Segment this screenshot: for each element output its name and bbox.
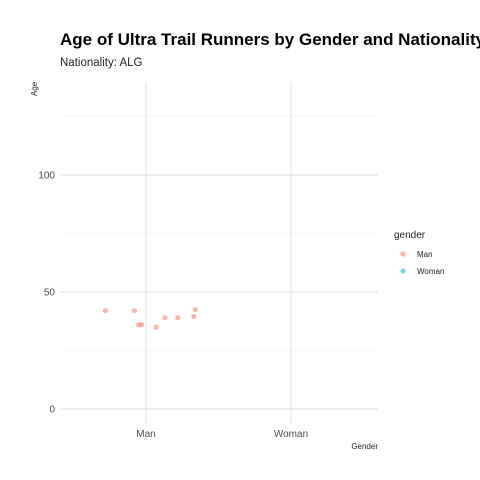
legend-swatch-man — [400, 251, 406, 257]
data-point-man — [192, 306, 198, 313]
chart-title: Age of Ultra Trail Runners by Gender and… — [60, 30, 480, 49]
data-points — [102, 306, 198, 330]
legend-swatch-woman — [400, 268, 406, 274]
x-axis-label: Gender — [351, 442, 378, 451]
x-tick-label-man: Man — [136, 429, 155, 440]
data-point-man — [191, 313, 197, 320]
x-tick-label-woman: Woman — [274, 429, 308, 440]
x-tick-labels: Man Woman — [136, 429, 308, 440]
data-point-man — [162, 315, 168, 321]
data-point-man — [139, 322, 145, 328]
data-point-man — [131, 308, 137, 314]
data-point-man — [175, 315, 181, 321]
chart-subtitle: Nationality: ALG — [60, 57, 143, 69]
legend: gender Man Woman — [394, 230, 444, 276]
legend-label-man: Man — [417, 250, 433, 259]
data-point-man — [153, 324, 159, 330]
grid-lines — [60, 82, 378, 424]
y-tick-label: 50 — [44, 288, 56, 299]
data-point-man — [102, 308, 108, 314]
legend-label-woman: Woman — [417, 267, 444, 276]
y-tick-label: 0 — [49, 405, 55, 416]
y-tick-label: 100 — [38, 171, 55, 182]
y-axis-label: Age — [30, 81, 39, 96]
legend-title: gender — [394, 230, 426, 241]
y-tick-labels: 0 50 100 — [38, 171, 55, 416]
